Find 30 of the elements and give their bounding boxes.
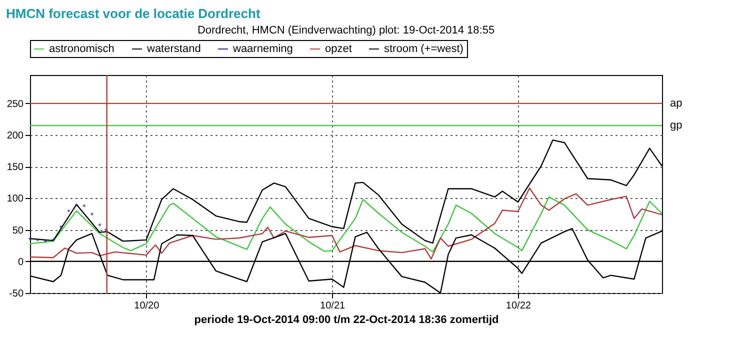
chart-subtitle: Dordrecht, HMCN (Eindverwachting) plot: 19-Oct-2014 18:55 (197, 24, 495, 36)
ref-line-label: ap (670, 97, 682, 110)
line-series (29, 188, 663, 260)
legend-label: waarneming (232, 43, 293, 55)
point (28, 236, 32, 240)
point (74, 203, 78, 207)
legend-label: opzet (325, 43, 352, 55)
line-series (29, 196, 663, 253)
y-tick-label: 100 (6, 194, 24, 205)
y-tick-label: 0 (18, 256, 24, 268)
legend-label: stroom (+=west) (384, 43, 464, 55)
chart-title: HMCN forecast voor de locatie Dordrecht (5, 5, 262, 23)
x-tick-label: 10/22 (506, 300, 532, 312)
x-axis-title: periode 19-Oct-2014 09:00 t/m 22-Oct-2014 18:36 zomertijd (193, 313, 500, 327)
point (58, 224, 63, 228)
legend-label: waterstand (146, 43, 201, 55)
y-tick-label: -50 (9, 288, 24, 300)
y-tick-label: 200 (6, 130, 24, 142)
y-tick-label: 250 (6, 98, 24, 110)
point (98, 222, 102, 226)
ref-line-label: gp (670, 120, 682, 132)
point (90, 212, 94, 216)
x-tick-label: 10/21 (320, 300, 346, 312)
point (66, 208, 71, 213)
y-tick-label: 50 (12, 225, 24, 236)
legend-label: astronomisch (49, 43, 114, 55)
y-tick-label: 150 (6, 162, 24, 174)
x-tick-label: 10/20 (134, 300, 160, 312)
point (43, 239, 48, 243)
point (82, 204, 86, 208)
